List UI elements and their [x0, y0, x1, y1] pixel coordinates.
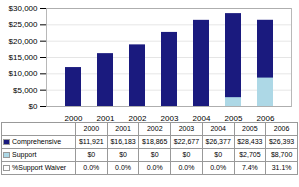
html-text:$0: $0 — [214, 151, 223, 158]
html-text:2001: 2001 — [115, 125, 131, 132]
html-text:$11,921: $11,921 — [79, 138, 104, 145]
html-text:$0: $0 — [150, 151, 159, 158]
svg-text:$0: $0 — [29, 102, 38, 111]
html-text:$0: $0 — [119, 151, 127, 158]
html-text:2000: 2000 — [83, 125, 100, 132]
html-text:$16,183: $16,183 — [110, 138, 136, 145]
svg-text:$15,000: $15,000 — [9, 53, 38, 62]
html-text:2002: 2002 — [147, 125, 163, 132]
svg-text:$20,000: $20,000 — [9, 37, 38, 46]
svg-text:$10,000: $10,000 — [9, 69, 38, 78]
svg-text:2006: 2006 — [257, 114, 275, 122]
html-text:$22,677: $22,677 — [173, 138, 200, 145]
html-text:Comprehensive: Comprehensive — [12, 138, 61, 145]
svg-text:2005: 2005 — [225, 114, 243, 122]
html-text:$0: $0 — [182, 151, 191, 158]
html-text:$18,865: $18,865 — [142, 138, 168, 145]
html-text:2003: 2003 — [178, 125, 195, 132]
html-text:Support: Support — [12, 151, 37, 158]
html-text:0.0%: 0.0% — [178, 164, 195, 171]
svg-text:2001: 2001 — [97, 114, 115, 122]
svg-text:2003: 2003 — [161, 114, 179, 122]
html-text:0.0%: 0.0% — [115, 164, 131, 171]
svg-text:2000: 2000 — [65, 114, 83, 122]
html-text:0.0%: 0.0% — [83, 164, 100, 171]
html-text:7.4%: 7.4% — [241, 164, 258, 171]
html-text:$26,393: $26,393 — [269, 138, 295, 145]
svg-text:2004: 2004 — [193, 114, 211, 122]
html-text:2006: 2006 — [273, 125, 290, 132]
html-text:31.1%: 31.1% — [271, 164, 292, 171]
svg-text:2002: 2002 — [129, 114, 147, 122]
html-text:$8,700: $8,700 — [270, 151, 293, 158]
html-text:$28,433: $28,433 — [237, 138, 263, 145]
html-text:$26,377: $26,377 — [205, 138, 231, 145]
html-text:0.0%: 0.0% — [210, 164, 227, 171]
html-text:$0: $0 — [87, 151, 96, 158]
html-text:2005: 2005 — [242, 125, 258, 132]
svg-text:$25,000: $25,000 — [9, 20, 38, 29]
html-text:2004: 2004 — [210, 125, 226, 132]
svg-text:$5,000: $5,000 — [13, 86, 38, 95]
html-text:%Support Waiver: %Support Waiver — [12, 164, 67, 171]
html-text:0.0%: 0.0% — [146, 164, 163, 171]
html-text:$2,705: $2,705 — [239, 151, 261, 158]
svg-text:$30,000: $30,000 — [9, 4, 38, 13]
